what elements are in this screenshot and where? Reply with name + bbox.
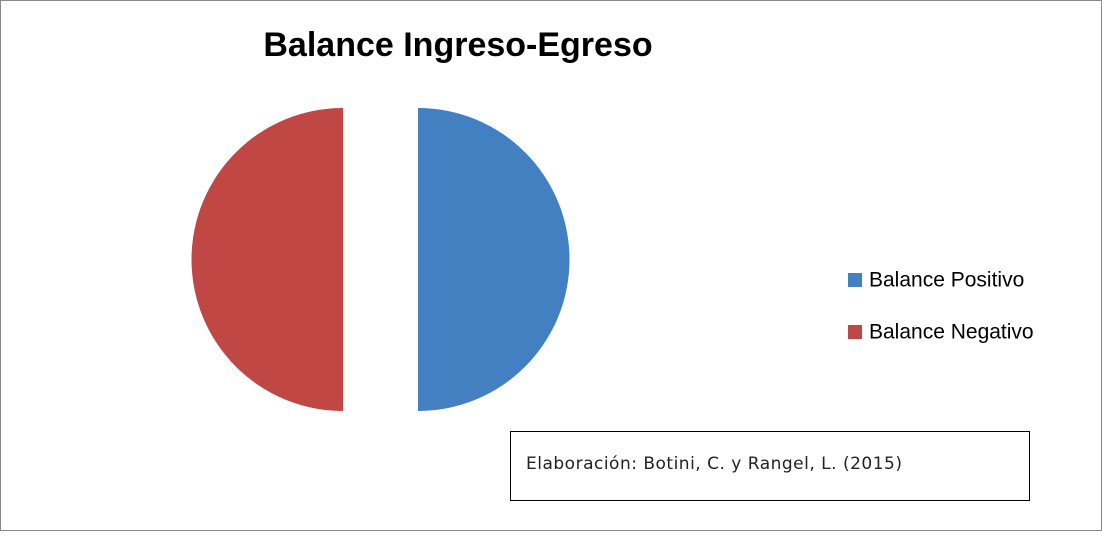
annotation-box [510,431,1030,501]
legend-swatch [848,325,862,339]
pie-slice [418,108,570,411]
chart-title: Balance Ingreso-Egreso [263,26,652,64]
legend-swatch [848,273,862,287]
legend-label: Balance Negativo [869,321,1034,344]
legend-label: Balance Positivo [869,269,1024,292]
pie-slice [191,108,343,411]
annotation: Elaboración: Botini, C. y Rangel, L. (20… [526,454,902,474]
